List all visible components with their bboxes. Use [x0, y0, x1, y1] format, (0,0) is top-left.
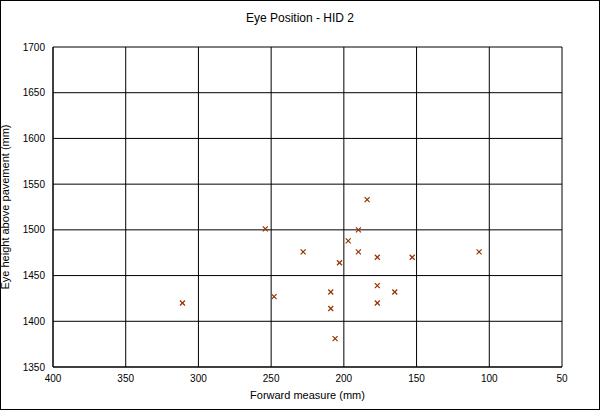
- svg-text:350: 350: [117, 373, 134, 384]
- svg-text:1600: 1600: [23, 133, 46, 144]
- svg-text:400: 400: [45, 373, 62, 384]
- svg-text:150: 150: [408, 373, 425, 384]
- svg-text:1700: 1700: [23, 42, 46, 53]
- svg-text:1350: 1350: [23, 362, 46, 373]
- svg-text:300: 300: [190, 373, 207, 384]
- svg-text:1650: 1650: [23, 87, 46, 98]
- svg-text:50: 50: [556, 373, 568, 384]
- html-text:Eye Position - HID 2: Eye Position - HID 2: [246, 11, 354, 25]
- svg-text:1500: 1500: [23, 224, 46, 235]
- svg-text:1450: 1450: [23, 270, 46, 281]
- svg-text:1550: 1550: [23, 179, 46, 190]
- svg-text:Forward measure (mm): Forward measure (mm): [250, 389, 365, 401]
- svg-text:100: 100: [481, 373, 498, 384]
- svg-text:250: 250: [263, 373, 280, 384]
- svg-text:200: 200: [336, 373, 353, 384]
- svg-text:1400: 1400: [23, 316, 46, 327]
- svg-text:Eye height above pavement (mm): Eye height above pavement (mm): [8, 124, 11, 289]
